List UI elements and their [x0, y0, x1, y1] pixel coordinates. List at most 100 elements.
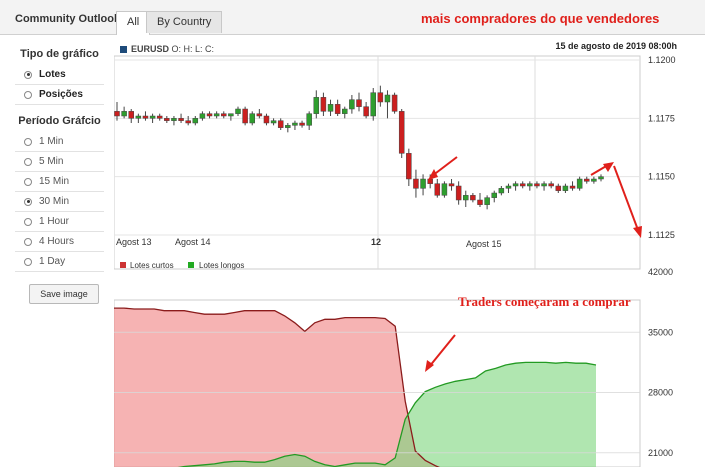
candle [484, 195, 490, 210]
period-15-min[interactable]: 15 Min [15, 172, 104, 192]
candle [320, 92, 327, 116]
period-label: 5 Min [39, 156, 64, 167]
candle-body [448, 183, 455, 187]
chart-type-lotes[interactable]: Lotes [15, 65, 104, 85]
candle [299, 120, 305, 128]
radio-selected-icon[interactable] [24, 197, 32, 206]
radio-icon[interactable] [24, 157, 32, 166]
period-1-min[interactable]: 1 Min [15, 132, 104, 152]
arrow-head-icon [603, 162, 614, 172]
ohlc-readout: O: H: L: C: [171, 44, 215, 54]
candle-body [128, 111, 134, 119]
price-x-labels: Agost 13 Agost 14 12 Agost 15 [116, 237, 502, 249]
arrow-head-icon [428, 169, 438, 180]
candle-body [576, 178, 583, 189]
candle-body [534, 183, 540, 187]
arrow-line [613, 165, 639, 231]
candle-body [569, 185, 576, 189]
legend-long-swatch [188, 262, 194, 268]
period-5-min[interactable]: 5 Min [15, 152, 104, 172]
arrow-line [431, 156, 458, 177]
charts-svg: 1.1200 1.1175 1.1150 1.1125 Agost 13 Agost … [114, 55, 676, 467]
chart-type-posicoes[interactable]: Posições [15, 85, 104, 105]
candle [199, 111, 206, 121]
candle-body [342, 108, 348, 114]
area-layer [114, 307, 597, 467]
candle-body [591, 178, 597, 182]
candle-body [135, 115, 142, 119]
candle [356, 92, 362, 112]
candle-body [455, 185, 462, 201]
candle-body [505, 185, 512, 189]
radio-icon[interactable] [24, 177, 32, 186]
radio-icon[interactable] [24, 90, 32, 99]
candle [185, 116, 191, 126]
candle [498, 186, 505, 196]
candle [398, 109, 405, 158]
ticker-square-icon [120, 46, 127, 53]
candle [413, 169, 419, 198]
save-image-button[interactable]: Save image [29, 284, 99, 304]
candle [171, 116, 177, 126]
radio-icon[interactable] [24, 257, 32, 266]
candle-body [156, 115, 163, 119]
candle [477, 193, 483, 207]
candle-body [413, 178, 419, 189]
radio-icon[interactable] [24, 217, 32, 226]
candle-body [277, 120, 284, 128]
candle [128, 109, 134, 123]
legend-short-label: Lotes curtos [130, 261, 174, 270]
period-1-day[interactable]: 1 Day [15, 252, 104, 272]
candle [213, 111, 220, 119]
period-4-hours[interactable]: 4 Hours [15, 232, 104, 252]
period-label: 1 Day [39, 256, 66, 267]
x-gridlines [377, 56, 536, 269]
candle [334, 99, 341, 116]
candle-body [519, 183, 526, 187]
candle-body [285, 125, 291, 128]
y-tick-label: 35000 [648, 327, 673, 337]
radio-icon[interactable] [24, 237, 32, 246]
short-lots-line [114, 307, 441, 467]
buyers-annotation: Traders começaram a comprar [458, 294, 631, 309]
candle [342, 106, 348, 119]
candle [292, 120, 298, 130]
candle-body [171, 118, 177, 121]
tab-all[interactable]: All [116, 11, 151, 35]
y-tick-label: 42000 [648, 267, 673, 277]
candle [306, 111, 312, 130]
candle [384, 90, 391, 119]
candle [420, 174, 426, 196]
price-plot-frame [114, 55, 641, 270]
tab-by-country[interactable]: By Country [146, 11, 223, 33]
candle-body [149, 115, 156, 119]
candle [164, 116, 170, 123]
candle [270, 118, 277, 126]
candle [548, 181, 554, 189]
app-title: Community Outlook [15, 13, 121, 25]
candle-body [164, 118, 170, 121]
candle-body [206, 113, 213, 117]
period-label: 4 Hours [39, 236, 75, 247]
radio-icon[interactable] [24, 137, 32, 146]
period-30-min[interactable]: 30 Min [15, 192, 104, 212]
radio-selected-icon[interactable] [24, 70, 32, 79]
candle-body [434, 183, 441, 196]
datestamp: 15 de agosto de 2019 08:00h [555, 41, 677, 51]
period-label: 1 Hour [39, 216, 70, 227]
candle [149, 113, 156, 123]
candle [178, 113, 184, 123]
candle-body [598, 176, 604, 180]
candle [391, 92, 398, 114]
candle [242, 106, 248, 126]
candle-body [377, 92, 384, 103]
symbol: EURUSD [131, 44, 170, 54]
candle [228, 113, 234, 121]
candle-body [548, 183, 554, 187]
candle-body [199, 113, 206, 119]
candle-body [491, 192, 497, 198]
y-tick-label: 1.1150 [648, 172, 675, 182]
top-bar: Community Outlook All By Country mais co… [0, 0, 705, 35]
candle [569, 181, 576, 191]
period-1-hour[interactable]: 1 Hour [15, 212, 104, 232]
